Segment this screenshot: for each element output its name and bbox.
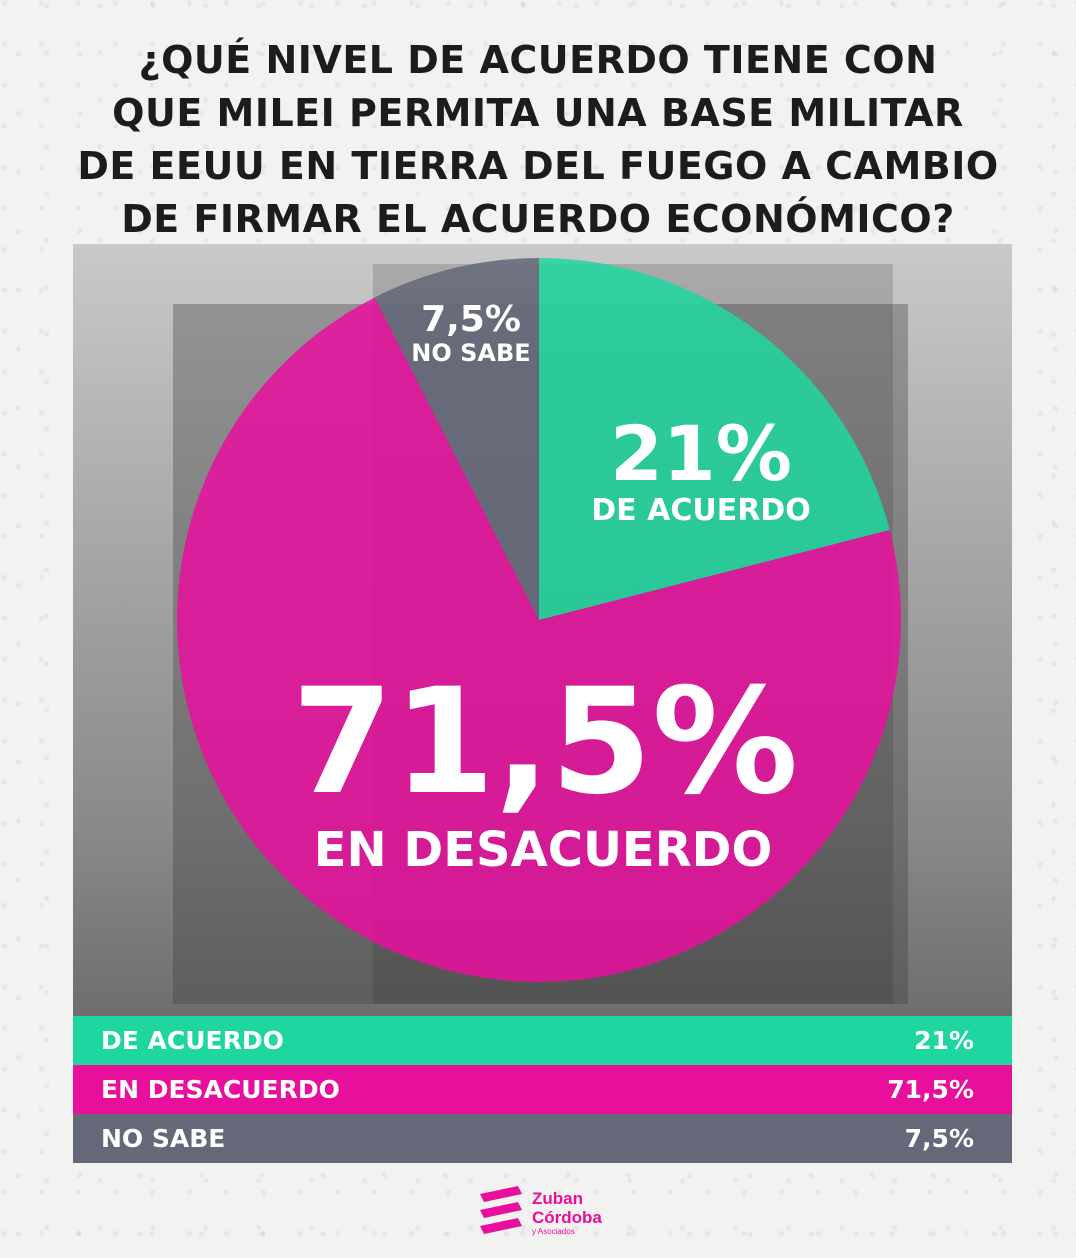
title-line-1: ¿QUÉ NIVEL DE ACUERDO TIENE CON (138, 38, 938, 82)
legend-row-disagree: EN DESACUERDO 71,5% (73, 1065, 1012, 1114)
pie-slice-agree (539, 258, 890, 620)
pie-slice-unknown (374, 258, 539, 620)
legend-label-agree: DE ACUERDO (101, 1026, 284, 1055)
legend-label-unknown: NO SABE (101, 1124, 226, 1153)
pie-slice-disagree (177, 297, 901, 982)
title-line-4: DE FIRMAR EL ACUERDO ECONÓMICO? (121, 197, 955, 241)
legend-row-agree: DE ACUERDO 21% (73, 1016, 1012, 1065)
slice-label-agree-name: DE ACUERDO (591, 493, 810, 528)
slice-label-agree-value: 21% (610, 409, 792, 498)
brand-name: Zuban Córdoba y Asociados (532, 1189, 602, 1236)
pie-slices (177, 258, 901, 982)
pie-labels: 7,5% NO SABE 21% DE ACUERDO 71,5% EN DES… (292, 299, 811, 878)
brand-mark-icon (480, 1186, 522, 1234)
slice-label-disagree-value: 71,5% (292, 657, 799, 827)
pie-chart: 7,5% NO SABE 21% DE ACUERDO 71,5% EN DES… (177, 258, 901, 982)
legend-value-unknown: 7,5% (904, 1124, 974, 1153)
legend-value-agree: 21% (914, 1026, 974, 1055)
legend-row-unknown: NO SABE 7,5% (73, 1114, 1012, 1163)
chart-title: ¿QUÉ NIVEL DE ACUERDO TIENE CON QUE MILE… (40, 34, 1036, 246)
legend-table: DE ACUERDO 21% EN DESACUERDO 71,5% NO SA… (73, 1016, 1012, 1163)
title-line-2: QUE MILEI PERMITA UNA BASE MILITAR (112, 91, 964, 135)
brand-line-2: Córdoba (532, 1207, 602, 1227)
brand-line-1: Zuban (532, 1188, 583, 1208)
legend-label-disagree: EN DESACUERDO (101, 1075, 340, 1104)
title-line-3: DE EEUU EN TIERRA DEL FUEGO A CAMBIO (77, 144, 999, 188)
legend-value-disagree: 71,5% (887, 1075, 974, 1104)
slice-label-unknown-value: 7,5% (421, 299, 521, 340)
brand-line-3: y Asociados (532, 1226, 575, 1236)
slice-label-disagree-name: EN DESACUERDO (314, 822, 773, 878)
brand-logo: Zuban Córdoba y Asociados (474, 1184, 602, 1240)
slice-label-unknown-name: NO SABE (411, 339, 530, 367)
